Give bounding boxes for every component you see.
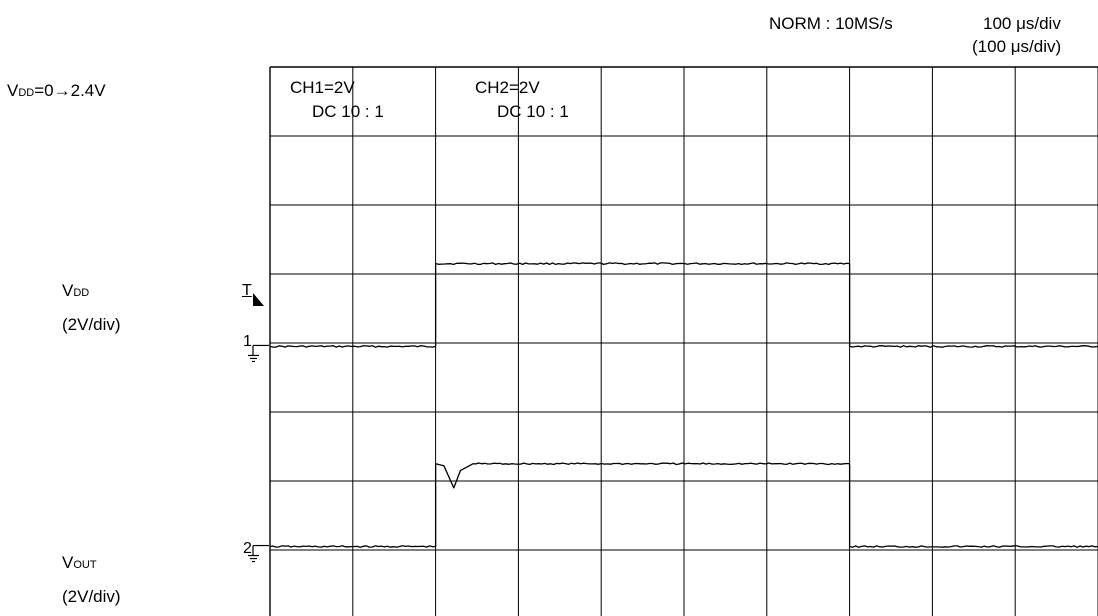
trace-vout [269, 462, 1098, 548]
ch1-ground-icon [248, 344, 269, 363]
supply-condition-label: VDD=0→2.4V [7, 81, 106, 100]
ch1-setting: CH1=2V [290, 78, 355, 97]
vdd-label: VDD [62, 281, 90, 300]
ch1-ground-number: 1 [243, 333, 252, 350]
vout-scale-label: (2V/div) [62, 587, 121, 606]
vdd-scale-label: (2V/div) [62, 315, 121, 334]
timebase-alt-label: (100 μs/div) [972, 37, 1062, 56]
vout-label: VOUT [62, 553, 97, 572]
ch1-coupling: DC 10 : 1 [312, 102, 384, 121]
ch2-setting: CH2=2V [475, 78, 540, 97]
ch2-ground-number: 2 [243, 540, 252, 557]
acquisition-mode: NORM : 10MS/s [769, 14, 893, 33]
ch2-ground-icon [248, 544, 269, 563]
timebase-label: 100 μs/div [983, 14, 1061, 33]
trigger-arrow-icon [253, 293, 264, 306]
marker-symbols [248, 293, 269, 563]
ch2-coupling: DC 10 : 1 [497, 102, 569, 121]
traces [269, 262, 1098, 548]
graticule [269, 66, 1098, 616]
trigger-marker: T [242, 282, 252, 299]
trace-vdd [269, 262, 1098, 348]
